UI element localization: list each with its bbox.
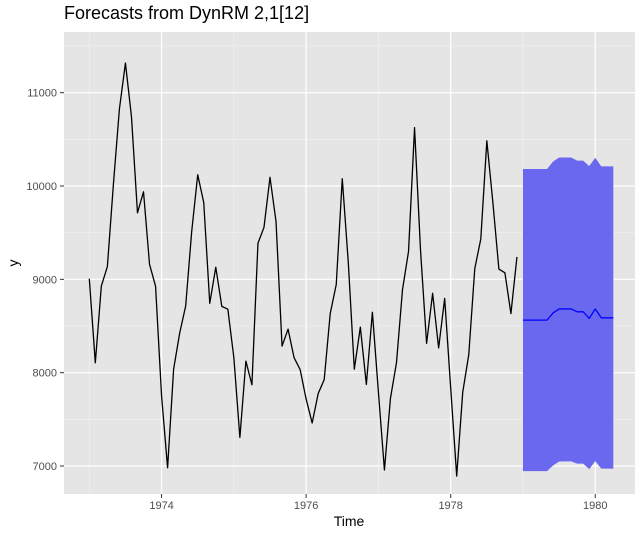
y-tick-label: 10000 xyxy=(26,181,57,193)
x-tick-label: 1978 xyxy=(438,500,462,512)
interval-layer xyxy=(523,157,613,471)
x-tick-label: 1974 xyxy=(149,500,173,512)
y-axis-title: y xyxy=(5,260,21,267)
y-tick-label: 8000 xyxy=(33,368,57,380)
y-tick-label: 7000 xyxy=(33,461,57,473)
prediction-interval-band xyxy=(523,157,613,471)
y-tick-label: 11000 xyxy=(27,88,57,100)
x-tick-label: 1976 xyxy=(294,500,318,512)
x-axis-title: Time xyxy=(334,513,365,529)
y-tick-label: 9000 xyxy=(33,274,57,286)
x-tick-label: 1980 xyxy=(583,500,607,512)
